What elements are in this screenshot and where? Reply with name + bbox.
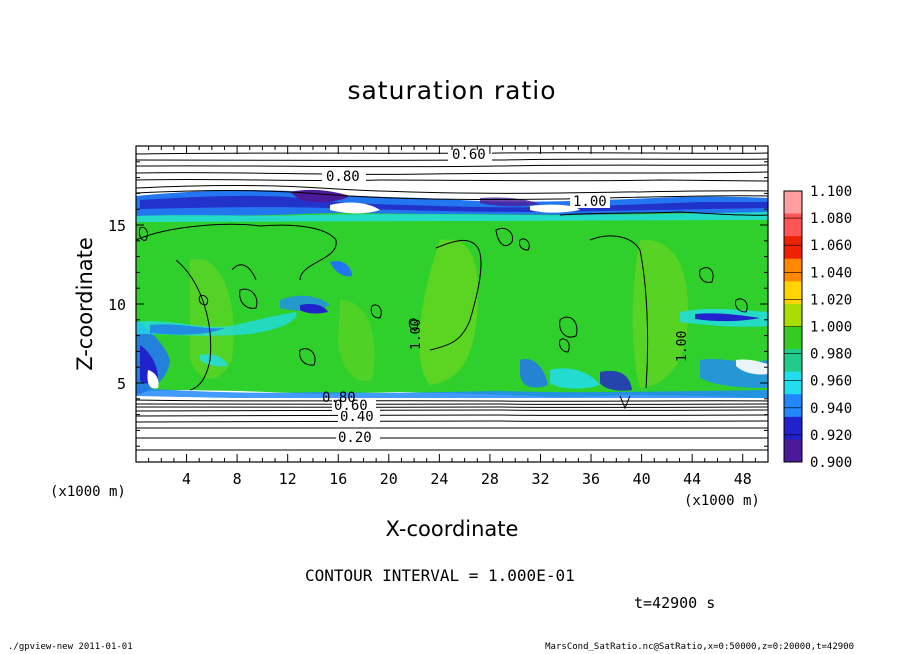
colorbar-swatch bbox=[784, 281, 802, 305]
x-tick-label: 36 bbox=[582, 470, 600, 488]
colorbar-swatch bbox=[784, 371, 802, 395]
x-tick-label: 16 bbox=[329, 470, 347, 488]
upper-contours bbox=[136, 152, 768, 200]
contour-label: 0.80 bbox=[322, 390, 356, 406]
x-axis: 4 8 12 16 20 24 28 32 36 40 44 48 bbox=[148, 146, 756, 488]
contour-label: 0.60 bbox=[334, 398, 368, 414]
time-label: t=42900 s bbox=[634, 594, 716, 612]
colorbar-swatch bbox=[784, 439, 802, 463]
contour-label: 0.80 bbox=[326, 169, 360, 185]
colorbar-label: 1.080 bbox=[810, 211, 852, 227]
lower-contours bbox=[136, 399, 768, 451]
colorbar-swatch bbox=[784, 191, 802, 215]
colorbar-swatch bbox=[784, 394, 802, 418]
x-tick-label: 24 bbox=[430, 470, 448, 488]
chart-title: saturation ratio bbox=[347, 76, 557, 105]
x-tick-label: 20 bbox=[380, 470, 398, 488]
z-unit-label: (x1000 m) bbox=[50, 484, 126, 500]
colorbar-swatch bbox=[784, 213, 802, 237]
colorbar-swatch bbox=[784, 303, 802, 327]
colorbar-label: 1.000 bbox=[810, 320, 852, 336]
colorbar-label: 1.100 bbox=[810, 184, 852, 200]
x-tick-label: 44 bbox=[683, 470, 701, 488]
colorbar-swatch bbox=[784, 258, 802, 282]
contour-label: 0.60 bbox=[452, 147, 486, 163]
colorbar-label: 1.040 bbox=[810, 265, 852, 281]
y-tick-label: 10 bbox=[108, 296, 126, 314]
x-tick-label: 4 bbox=[182, 470, 191, 488]
contour-label: 1.00 bbox=[675, 331, 690, 362]
x-axis-label: X-coordinate bbox=[386, 517, 519, 541]
y-tick-label: 15 bbox=[108, 217, 126, 235]
footer-source: MarsCond_SatRatio.nc@SatRatio,x=0:50000,… bbox=[545, 642, 854, 652]
x-tick-label: 48 bbox=[734, 470, 752, 488]
x-tick-label: 32 bbox=[531, 470, 549, 488]
colorbar-label: 1.020 bbox=[810, 292, 852, 308]
colorbar-label: 0.960 bbox=[810, 374, 852, 390]
x-tick-label: 40 bbox=[633, 470, 651, 488]
lower-dry-fringe bbox=[136, 388, 768, 400]
x-tick-label: 8 bbox=[233, 470, 242, 488]
y-axis: 5 10 15 bbox=[108, 161, 768, 447]
colorbar-swatch bbox=[784, 236, 802, 260]
x-tick-label: 12 bbox=[279, 470, 297, 488]
colorbar-label: 0.920 bbox=[810, 428, 852, 444]
colorbar-label: 1.060 bbox=[810, 238, 852, 254]
colorbar-label: 0.940 bbox=[810, 401, 852, 417]
x-tick-label: 28 bbox=[481, 470, 499, 488]
colorbar-label: 0.900 bbox=[810, 455, 852, 471]
footer-command: ./gpview-new 2011-01-01 bbox=[8, 642, 133, 652]
y-axis-label: Z-coordinate bbox=[73, 237, 97, 371]
y-tick-label: 5 bbox=[117, 375, 126, 393]
contour-label: 0.40 bbox=[340, 409, 374, 425]
colorbar-swatch bbox=[784, 349, 802, 373]
contour-interval-label: CONTOUR INTERVAL = 1.000E-01 bbox=[305, 566, 575, 585]
colorbar-swatch bbox=[784, 416, 802, 440]
colorbar-label: 0.980 bbox=[810, 347, 852, 363]
colorbar-swatch bbox=[784, 326, 802, 350]
x-unit-label: (x1000 m) bbox=[684, 493, 760, 509]
contour-label: 0.20 bbox=[338, 430, 372, 446]
unit-contours bbox=[136, 211, 768, 391]
contour-labels: 0.60 0.80 1.00 1.00 1.00 0.20 0.40 0.60 … bbox=[322, 146, 690, 446]
plot-field: 0.60 0.80 1.00 1.00 1.00 0.20 0.40 0.60 … bbox=[136, 146, 768, 462]
contour-label: 1.00 bbox=[409, 319, 424, 350]
colorbar: 1.100 1.080 1.060 1.040 1.020 1.000 0.980 0.960… bbox=[783, 184, 852, 471]
contour-label: 1.00 bbox=[573, 194, 607, 210]
